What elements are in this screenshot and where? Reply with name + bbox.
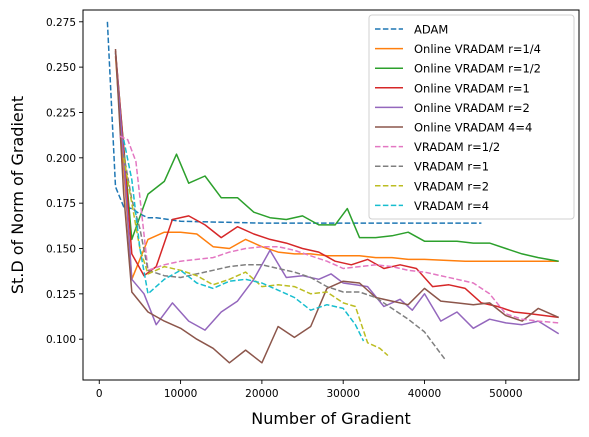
series-line-vradam-r-1-2 (119, 135, 559, 324)
y-tick-label: 0.175 (46, 198, 76, 210)
y-tick-label: 0.150 (46, 244, 76, 256)
x-tick-label: 10000 (164, 388, 197, 400)
legend-label-online-vradam-4-4: Online VRADAM 4=4 (414, 121, 532, 135)
x-tick-label: 30000 (326, 388, 359, 400)
legend-label-vradam-r-4: VRADAM r=4 (414, 199, 489, 213)
y-axis: 0.100 0.125 0.150 0.175 0.200 0.225 0.250 0.275 (46, 17, 83, 346)
x-tick-label: 0 (96, 388, 103, 400)
legend-label-online-vradam-r-1-4: Online VRADAM r=1/4 (414, 42, 541, 56)
y-tick-label: 0.250 (46, 62, 76, 74)
legend-label-vradam-r-1-2: VRADAM r=1/2 (414, 140, 500, 154)
series-layer (106, 21, 560, 364)
legend-label-online-vradam-r-2: Online VRADAM r=2 (414, 101, 530, 115)
legend-label-online-vradam-r-1: Online VRADAM r=1 (414, 81, 530, 95)
series-line-vradam-r-2 (122, 157, 389, 357)
y-tick-label: 0.275 (46, 17, 76, 29)
legend-label-vradam-r-1: VRADAM r=1 (414, 160, 489, 174)
series-line-vradam-r-1 (122, 154, 446, 360)
x-axis-title: Number of Gradient (251, 409, 411, 428)
series-line-online-vradam-4-4 (114, 48, 560, 364)
legend-label-adam: ADAM (414, 23, 448, 37)
x-tick-label: 50000 (489, 388, 522, 400)
y-tick-label: 0.200 (46, 153, 76, 165)
x-axis: 0 10000 20000 30000 40000 50000 (96, 380, 523, 400)
series-line-online-vradam-r-1-2 (114, 52, 559, 262)
y-axis-title: St.D of Norm of Gradient (8, 96, 27, 294)
x-tick-label: 40000 (408, 388, 441, 400)
y-tick-label: 0.125 (46, 289, 76, 301)
series-line-adam (106, 21, 482, 224)
legend-box (368, 14, 575, 220)
y-tick-label: 0.100 (46, 334, 76, 346)
series-line-online-vradam-r-1-4 (114, 56, 559, 281)
legend: ADAM Online VRADAM r=1/4 Online VRADAM r=1… (368, 14, 575, 220)
legend-label-online-vradam-r-1-2: Online VRADAM r=1/2 (414, 62, 541, 76)
y-tick-label: 0.225 (46, 107, 76, 119)
legend-label-vradam-r-2: VRADAM r=2 (414, 179, 489, 193)
series-line-online-vradam-r-2 (114, 52, 560, 335)
series-line-online-vradam-r-1 (114, 50, 559, 319)
plot-frame (82, 9, 580, 381)
x-tick-label: 20000 (245, 388, 278, 400)
